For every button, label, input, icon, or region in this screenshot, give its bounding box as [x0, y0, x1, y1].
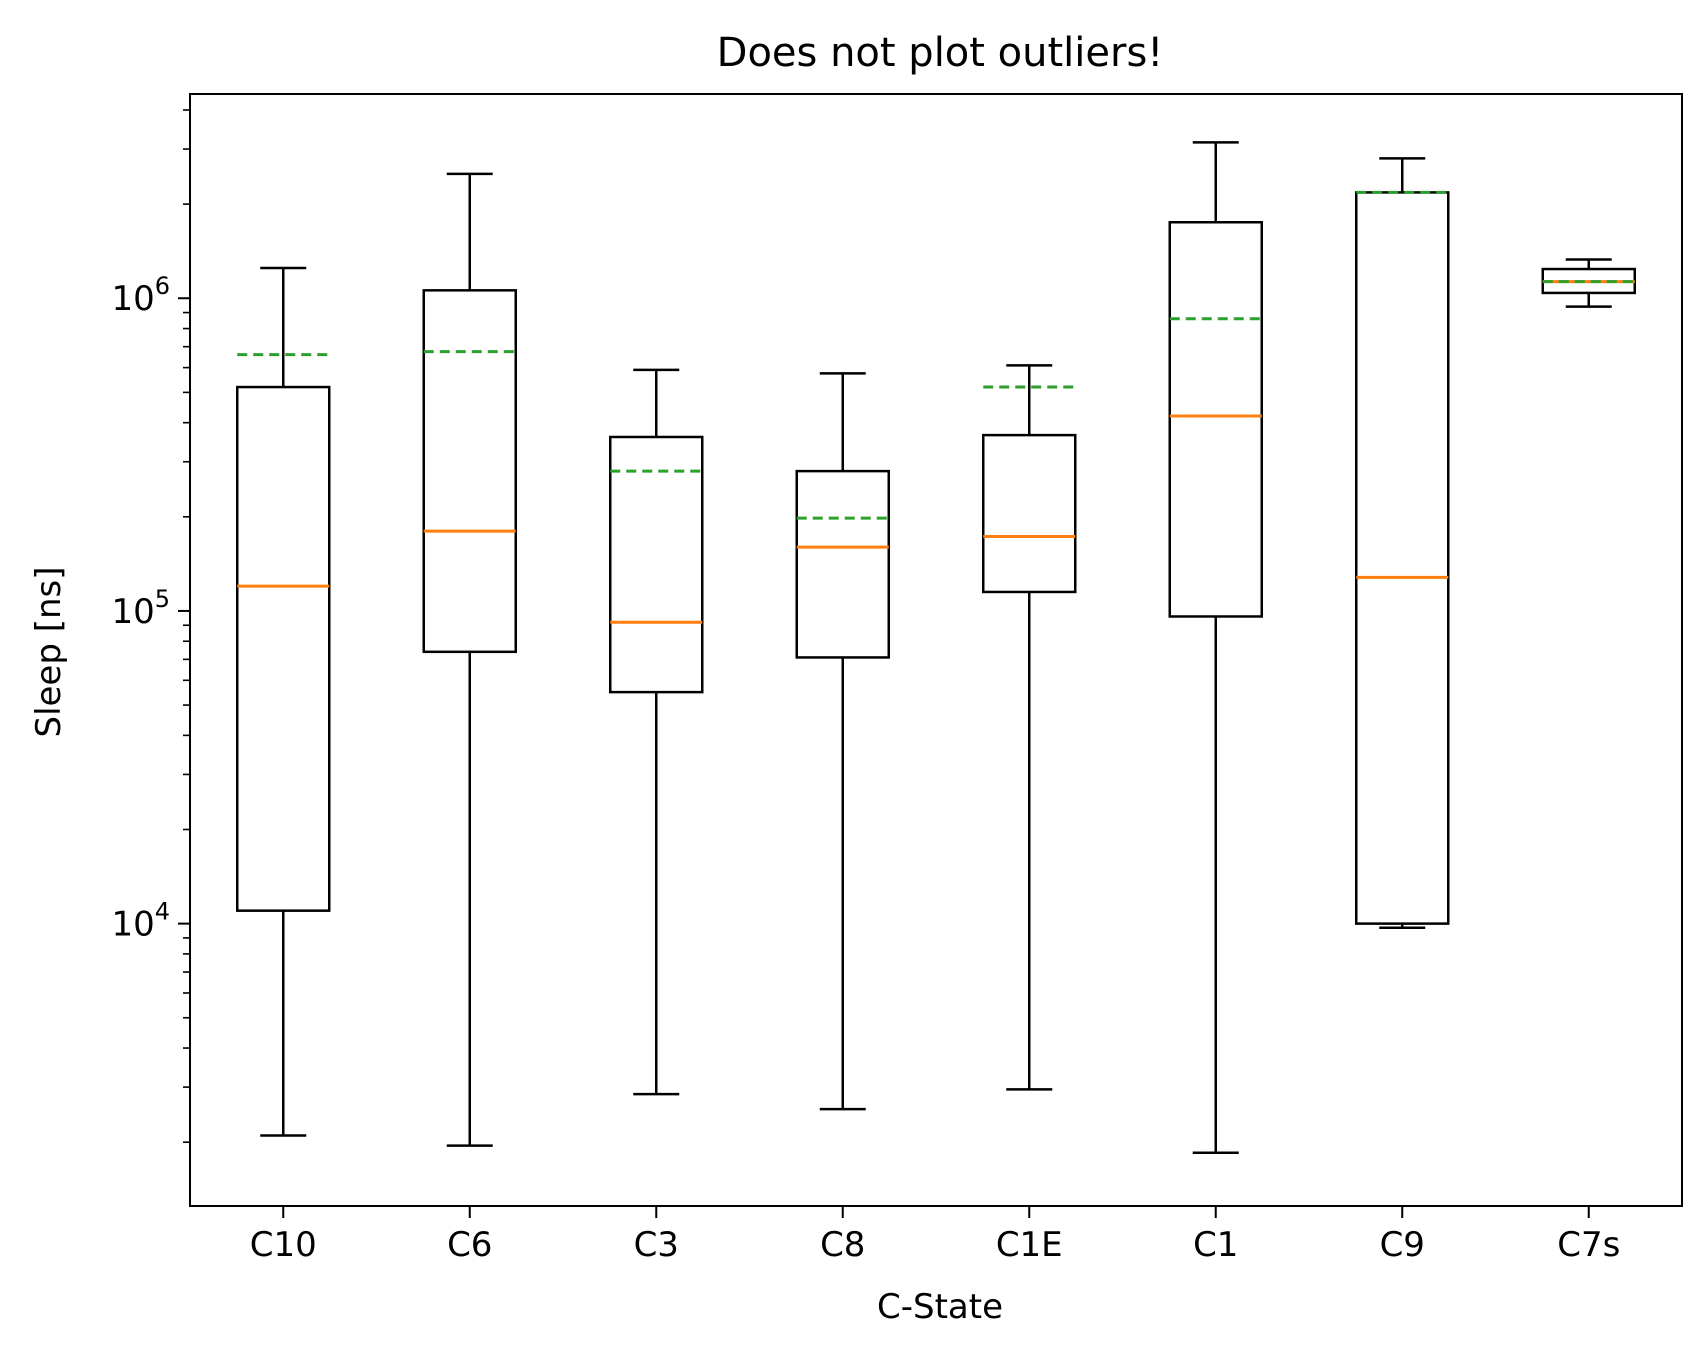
iqr-box [236, 385, 331, 912]
chart-title: Does not plot outliers! [717, 30, 1164, 76]
x-tick-label: C9 [1380, 1225, 1425, 1265]
x-tick-label: C7s [1557, 1225, 1620, 1265]
x-axis-label: C-State [877, 1287, 1003, 1327]
iqr-box [1168, 221, 1263, 618]
iqr-box [422, 289, 517, 654]
axes-frame [189, 93, 1683, 1207]
x-tick-label: C1E [996, 1225, 1063, 1265]
iqr-box [609, 435, 704, 694]
iqr-box [982, 433, 1077, 594]
y-axis-label: Sleep [ns] [29, 566, 69, 737]
plot-area: 104 105 106 C10 C6 C3 C8 C1E C1 C9 C7s [111, 93, 1683, 1265]
x-tick-label: C3 [634, 1225, 679, 1265]
x-tick-label: C6 [447, 1225, 492, 1265]
y-tick-label: 104 [111, 898, 170, 945]
x-tick-label: C8 [820, 1225, 865, 1265]
x-tick-label: C10 [250, 1225, 317, 1265]
y-tick-label: 106 [111, 272, 170, 319]
iqr-box [1355, 191, 1450, 925]
x-tick-label: C1 [1193, 1225, 1238, 1265]
y-tick-label: 105 [111, 585, 170, 632]
iqr-box [795, 469, 890, 659]
